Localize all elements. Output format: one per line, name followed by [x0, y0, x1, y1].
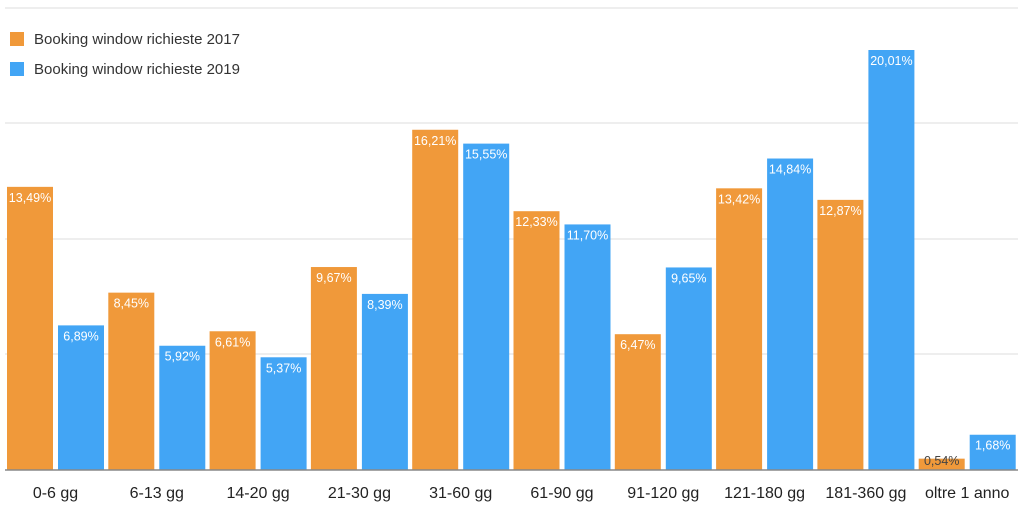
data-label: 5,92%: [165, 350, 200, 364]
legend-swatch-2019: [10, 62, 24, 76]
bar-2017: [310, 267, 357, 470]
data-label: 8,39%: [367, 298, 402, 312]
legend-label-2019: Booking window richieste 2019: [34, 60, 240, 78]
data-label: 8,45%: [114, 297, 149, 311]
bar-2019: [260, 357, 307, 470]
data-label: 0,54%: [924, 454, 959, 468]
x-tick-label: 91-120 gg: [627, 485, 699, 502]
bar-2017: [513, 211, 560, 470]
data-label: 5,37%: [266, 361, 301, 375]
legend: Booking window richieste 2017 Booking wi…: [10, 26, 240, 86]
data-label: 12,33%: [515, 215, 557, 229]
data-label: 6,89%: [63, 329, 98, 343]
bar-2019: [58, 325, 104, 470]
x-tick-label: 31-60 gg: [429, 485, 492, 502]
bar-2019: [665, 267, 712, 470]
bar-2017: [412, 129, 459, 470]
x-tick-label: 21-30 gg: [328, 485, 391, 502]
legend-item-2017: Booking window richieste 2017: [10, 26, 240, 52]
data-label: 20,01%: [870, 54, 912, 68]
bar-2017: [108, 292, 155, 470]
data-label: 16,21%: [414, 134, 456, 148]
data-label: 11,70%: [567, 228, 608, 242]
x-tick-label: 121-180 gg: [724, 485, 805, 502]
x-tick-label: 6-13 gg: [130, 485, 184, 502]
bar-2019: [868, 50, 915, 470]
data-label: 13,42%: [718, 192, 760, 206]
x-tick-label: 0-6 gg: [33, 485, 78, 502]
data-label: 9,67%: [316, 271, 351, 285]
x-tick-label: 181-360 gg: [825, 485, 906, 502]
bar-2019: [564, 224, 611, 470]
legend-label-2017: Booking window richieste 2017: [34, 30, 240, 48]
bar-2019: [463, 143, 510, 470]
bar-2017: [209, 331, 256, 470]
legend-item-2019: Booking window richieste 2019: [10, 56, 240, 82]
bars: [7, 50, 1016, 471]
data-labels: 13,49% 6,89% 8,45% 5,92% 6,61% 5,37% 9,67% 8,39…: [9, 54, 1011, 468]
data-label: 14,84%: [769, 163, 811, 177]
bar-2017: [716, 188, 763, 470]
bar-2019: [969, 434, 1016, 470]
bar-2017: [918, 458, 965, 470]
data-label: 6,47%: [620, 338, 655, 352]
data-label: 13,49%: [9, 191, 51, 205]
bar-2017: [817, 199, 864, 471]
bar-2019: [767, 158, 814, 470]
bar-2017: [7, 186, 53, 471]
x-tick-label: 61-90 gg: [530, 485, 593, 502]
legend-swatch-2017: [10, 32, 24, 46]
data-label: 1,68%: [975, 439, 1010, 453]
bar-2019: [159, 345, 206, 470]
bar-2017: [614, 334, 661, 470]
data-label: 12,87%: [819, 204, 861, 218]
bar-2019: [361, 293, 408, 470]
x-tick-labels: 0-6 gg 6-13 gg 14-20 gg 21-30 gg 31-60 gg 61-…: [33, 485, 1010, 502]
data-label: 6,61%: [215, 335, 250, 349]
x-tick-label: oltre 1 anno: [925, 485, 1010, 502]
data-label: 9,65%: [671, 271, 706, 285]
data-label: 15,55%: [465, 148, 507, 162]
x-tick-label: 14-20 gg: [227, 485, 290, 502]
